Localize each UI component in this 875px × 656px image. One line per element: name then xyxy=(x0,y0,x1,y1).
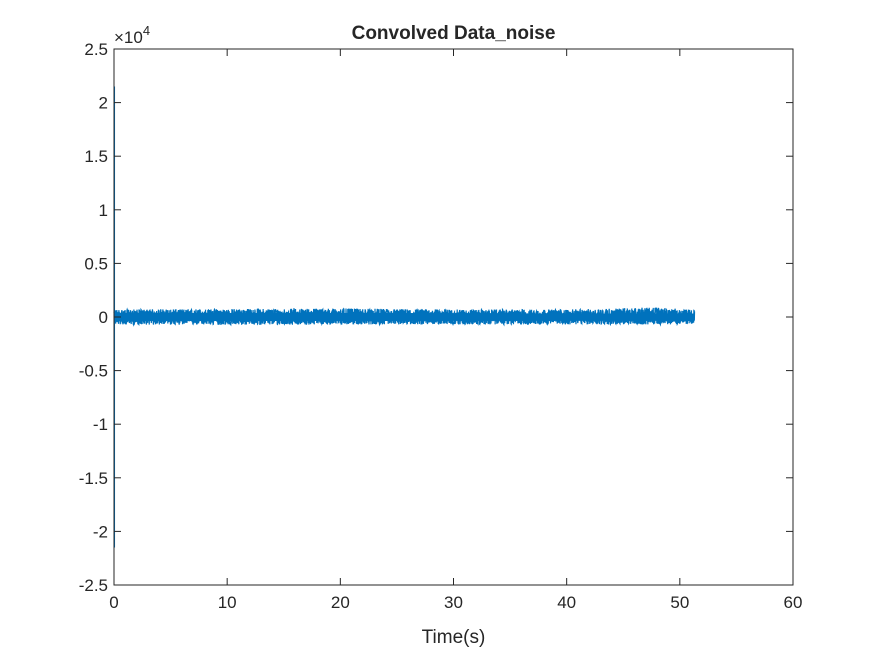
x-tick-label: 10 xyxy=(218,593,237,612)
x-tick-label: 30 xyxy=(444,593,463,612)
y-tick-label: -1 xyxy=(93,415,108,434)
y-exponent-power: 4 xyxy=(143,23,150,38)
y-tick-label: 0 xyxy=(99,308,108,327)
x-tick-label: 50 xyxy=(670,593,689,612)
x-tick-label: 20 xyxy=(331,593,350,612)
y-tick-label: 2 xyxy=(99,94,108,113)
y-tick-label: 1.5 xyxy=(84,147,108,166)
y-tick-label: 0.5 xyxy=(84,254,108,273)
y-tick-label: -1.5 xyxy=(79,469,108,488)
y-tick-label: -0.5 xyxy=(79,362,108,381)
y-tick-label: 2.5 xyxy=(84,40,108,59)
x-axis-label: Time(s) xyxy=(422,627,486,648)
x-tick-label: 0 xyxy=(109,593,118,612)
y-exponent-base: ×10 xyxy=(114,28,143,47)
y-tick-label: 1 xyxy=(99,201,108,220)
ticks-layer: 0 10 20 30 40 50 60 -2.5 -2 -1.5 -1 -0.5 0 0.5 1 1.5 2 2.… xyxy=(79,40,803,612)
y-tick-label: -2 xyxy=(93,522,108,541)
x-tick-label: 40 xyxy=(557,593,576,612)
chart-title: Convolved Data_noise xyxy=(352,23,556,44)
series-noise-band xyxy=(114,312,695,322)
svg-text:×104: ×104 xyxy=(114,23,150,47)
y-tick-label: -2.5 xyxy=(79,576,108,595)
y-exponent-label: ×104 xyxy=(114,23,150,47)
x-tick-label: 60 xyxy=(784,593,803,612)
